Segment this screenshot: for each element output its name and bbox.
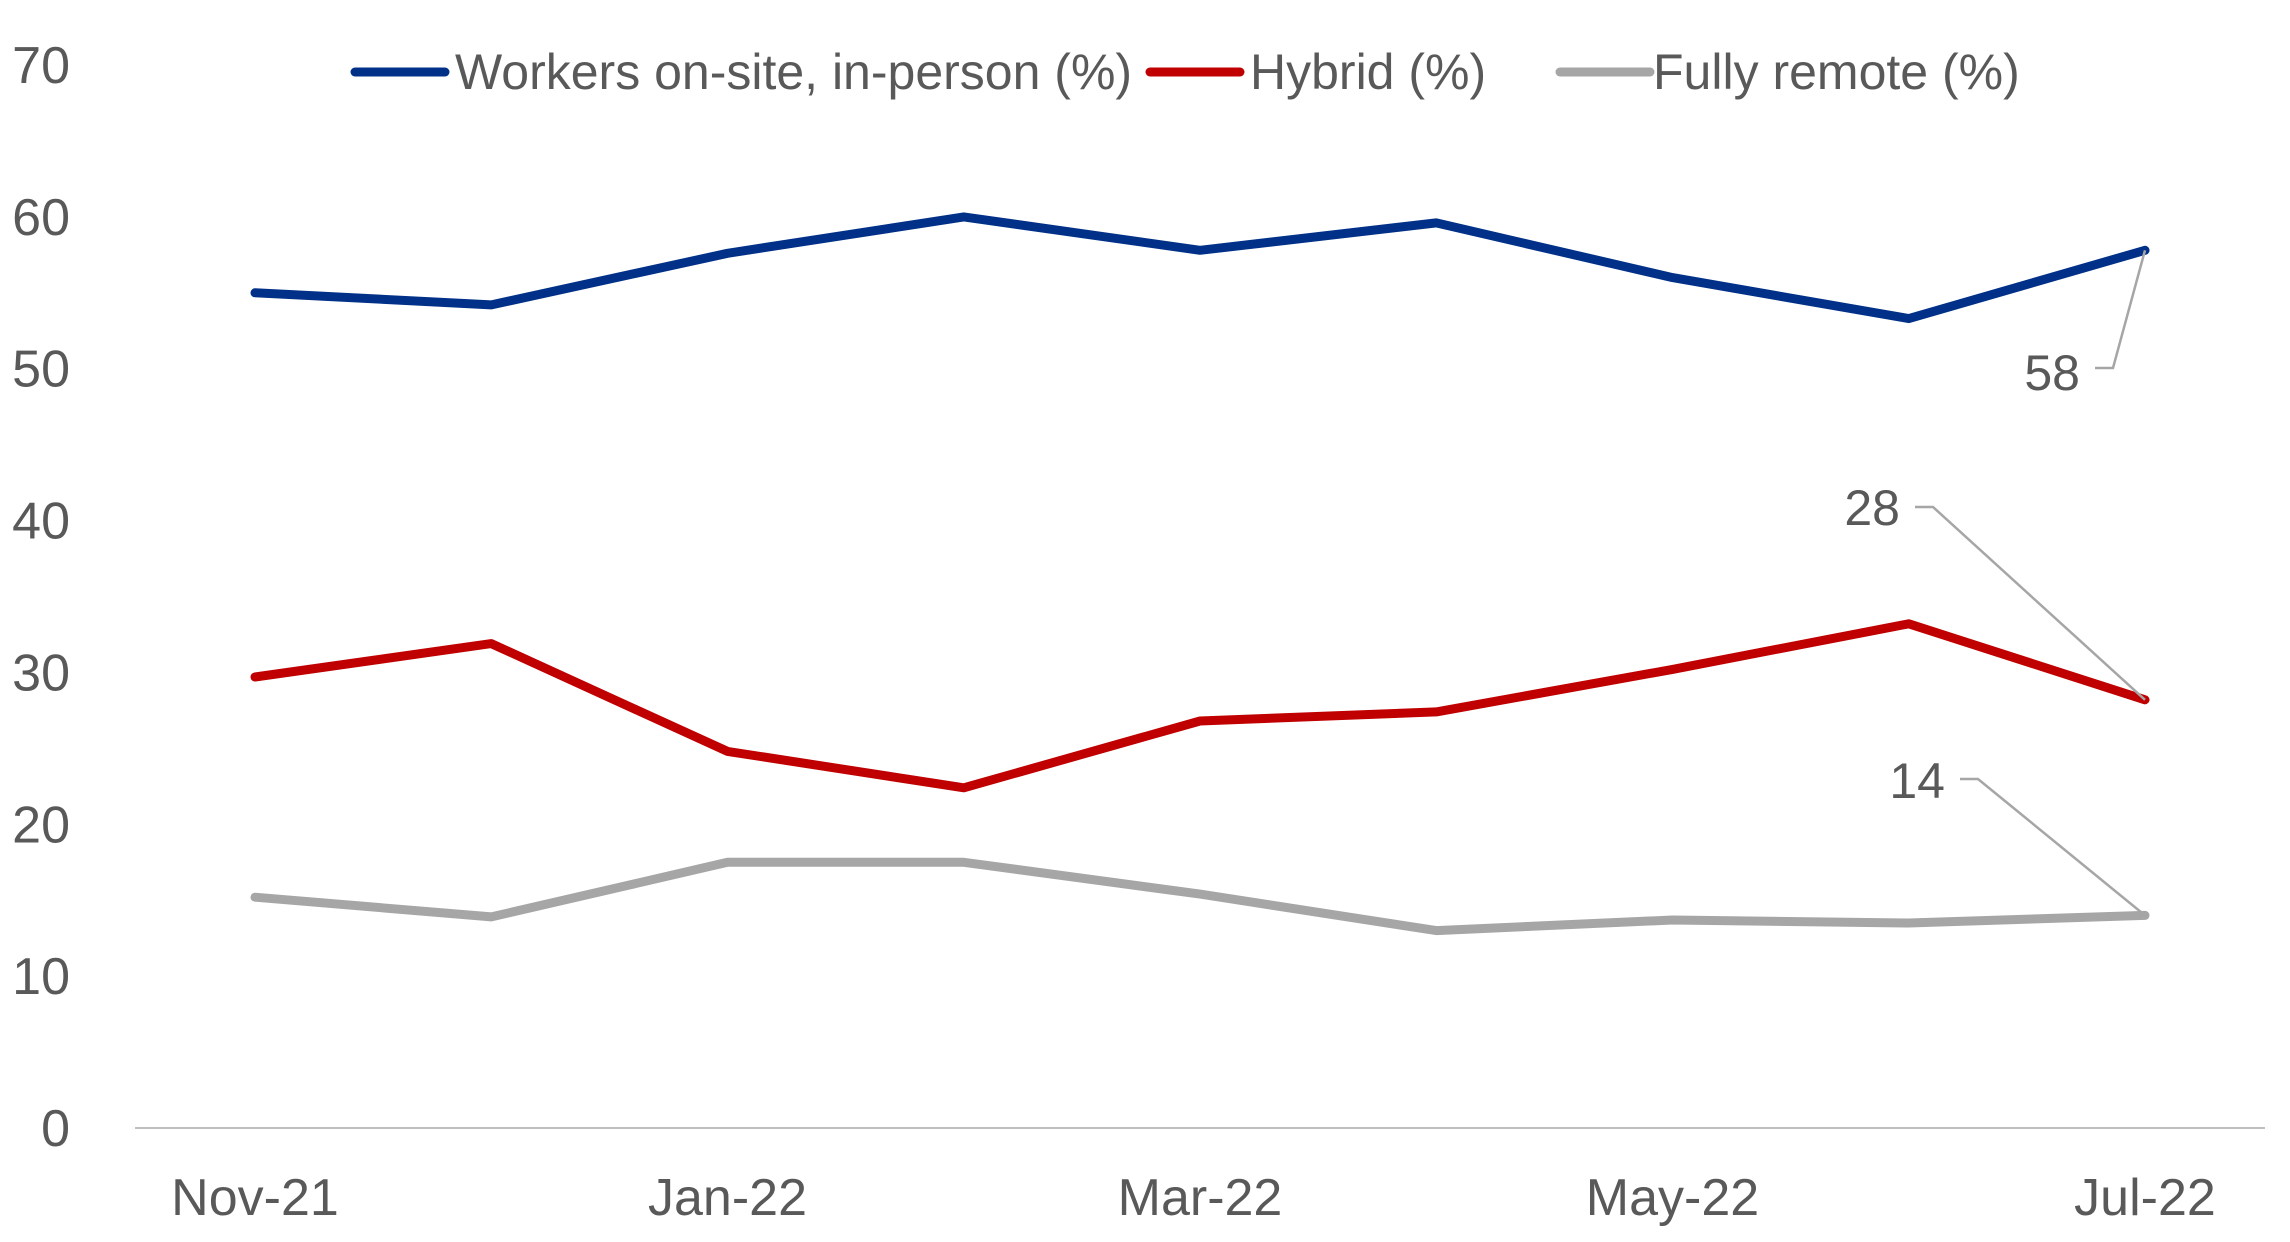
legend-label-1: Hybrid (%) [1250, 44, 1486, 100]
annotation-leader-2 [1960, 779, 2145, 915]
series-line-1 [255, 624, 2145, 788]
y-tick-label-10: 10 [12, 948, 70, 1006]
x-tick-label-jul-22: Jul-22 [2074, 1169, 2216, 1227]
x-tick-label-nov-21: Nov-21 [171, 1169, 339, 1227]
x-axis: Nov-21 Jan-22 Mar-22 May-22 Jul-22 [171, 1169, 2216, 1227]
x-tick-label-jan-22: Jan-22 [648, 1169, 807, 1227]
data-label-14: 14 [1889, 753, 1945, 809]
y-tick-label-20: 20 [12, 796, 70, 854]
y-tick-label-40: 40 [12, 493, 70, 551]
legend-item-2: Fully remote (%) [1560, 44, 2020, 100]
series-lines [255, 217, 2145, 931]
data-label-58: 58 [2024, 345, 2080, 401]
data-label-28: 28 [1844, 480, 1900, 536]
legend-label-0: Workers on-site, in-person (%) [455, 44, 1132, 100]
legend: Workers on-site, in-person (%) Hybrid (%)… [355, 44, 2020, 100]
annotations: 58 28 14 [1844, 250, 2145, 915]
y-tick-label-0: 0 [41, 1100, 70, 1158]
legend-item-0: Workers on-site, in-person (%) [355, 44, 1132, 100]
annotation-leader-0 [2095, 250, 2145, 368]
y-tick-label-70: 70 [12, 37, 70, 95]
legend-label-2: Fully remote (%) [1653, 44, 2020, 100]
y-tick-label-60: 60 [12, 189, 70, 247]
series-line-0 [255, 217, 2145, 319]
x-tick-label-may-22: May-22 [1586, 1169, 1759, 1227]
series-line-2 [255, 862, 2145, 930]
annotation-leader-1 [1915, 507, 2145, 700]
legend-item-1: Hybrid (%) [1150, 44, 1486, 100]
x-tick-label-mar-22: Mar-22 [1118, 1169, 1283, 1227]
y-axis: 0 10 20 30 40 50 60 70 [12, 37, 70, 1158]
y-tick-label-30: 30 [12, 644, 70, 702]
y-tick-label-50: 50 [12, 341, 70, 399]
